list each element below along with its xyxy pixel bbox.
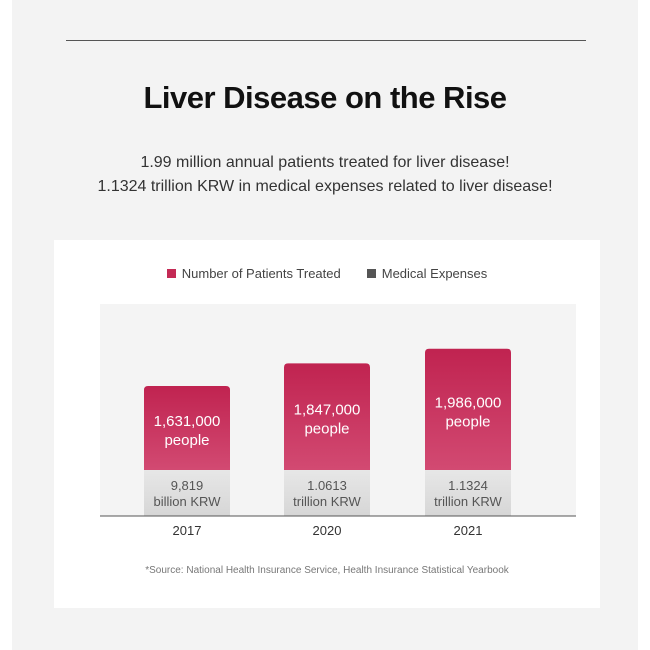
legend-item-expenses: Medical Expenses <box>366 266 488 281</box>
chart-card: Number of Patients Treated Medical Expen… <box>54 240 600 608</box>
bar-patients-2017 <box>144 386 230 470</box>
data-label-expenses-2017: 9,819 <box>171 478 204 493</box>
data-label-expenses-unit-2017: billion KRW <box>154 494 222 509</box>
subtitle-line-1: 1.99 million annual patients treated for… <box>140 154 510 171</box>
subtitle-line-2: 1.1324 trillion KRW in medical expenses … <box>97 178 553 195</box>
data-label-expenses-unit-2021: trillion KRW <box>434 494 502 509</box>
x-tick-label-2021: 2021 <box>454 523 483 538</box>
top-divider <box>66 40 586 41</box>
data-label-patients-2017: 1,631,000 <box>154 413 221 430</box>
data-label-expenses-2020: 1.0613 <box>307 478 347 493</box>
data-label-expenses-unit-2020: trillion KRW <box>293 494 361 509</box>
bar-expenses-2020 <box>284 470 370 516</box>
chart-legend: Number of Patients Treated Medical Expen… <box>54 266 600 281</box>
legend-label-patients: Number of Patients Treated <box>181 266 341 281</box>
bar-patients-2021 <box>425 348 511 470</box>
bar-expenses-2021 <box>425 470 511 516</box>
data-label-expenses-2021: 1.1324 <box>448 478 488 493</box>
source-note: *Source: National Health Insurance Servi… <box>145 565 509 576</box>
data-label-patients-unit-2021: people <box>445 413 490 430</box>
data-label-patients-unit-2017: people <box>164 432 209 449</box>
x-tick-label-2017: 2017 <box>173 523 202 538</box>
page-title: Liver Disease on the Rise <box>143 80 507 115</box>
data-label-patients-unit-2020: people <box>304 421 349 438</box>
data-label-patients-2021: 1,986,000 <box>435 394 502 411</box>
subtitle: 1.99 million annual patients treated for… <box>12 151 638 199</box>
bar-expenses-2017 <box>144 470 230 516</box>
bar-patients-2020 <box>284 363 370 470</box>
infographic-page: Liver Disease on the Rise 1.99 million a… <box>12 0 638 650</box>
legend-swatch-expenses <box>366 269 376 278</box>
legend-swatch-patients <box>166 269 176 278</box>
legend-label-expenses: Medical Expenses <box>381 266 488 281</box>
x-tick-label-2020: 2020 <box>313 523 342 538</box>
data-label-patients-2020: 1,847,000 <box>294 402 361 419</box>
legend-item-patients: Number of Patients Treated <box>166 266 341 281</box>
